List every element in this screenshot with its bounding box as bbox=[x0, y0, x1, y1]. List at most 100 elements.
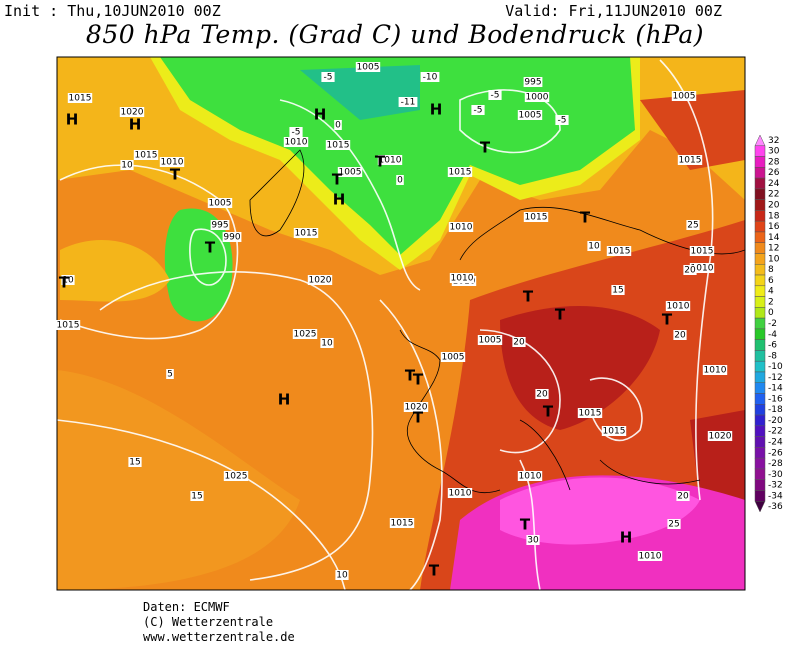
map-label: 1015 bbox=[525, 213, 548, 223]
map-label: 1010 bbox=[639, 552, 662, 562]
label-box bbox=[677, 155, 703, 165]
map-label: 1015 bbox=[69, 94, 92, 104]
map-label: T bbox=[543, 403, 554, 421]
colorbar-cell bbox=[754, 350, 766, 362]
colorbar-label: 26 bbox=[768, 168, 780, 178]
colorbar-cell bbox=[754, 468, 766, 480]
temperature-field bbox=[57, 57, 745, 590]
label-box bbox=[517, 110, 543, 120]
label-box bbox=[335, 570, 349, 580]
map-label: H bbox=[620, 529, 633, 547]
colorbar-cell bbox=[754, 296, 766, 308]
colorbar-label: -22 bbox=[768, 427, 783, 437]
label-box bbox=[512, 337, 526, 347]
label-box bbox=[377, 155, 403, 165]
map-label: 1025 bbox=[294, 330, 317, 340]
label-box bbox=[334, 120, 342, 130]
map-label: 10 bbox=[336, 571, 348, 581]
map-label: 1015 bbox=[691, 247, 714, 257]
map-label: 1005 bbox=[339, 168, 362, 178]
map-label: -5 bbox=[292, 128, 301, 138]
colorbar-cell bbox=[754, 490, 766, 502]
colorbar-label: -10 bbox=[768, 362, 783, 372]
map-label: 995 bbox=[211, 221, 228, 231]
label-box bbox=[523, 212, 549, 222]
label-box bbox=[702, 365, 728, 375]
label-box bbox=[707, 431, 733, 441]
colorbar-cell bbox=[754, 264, 766, 276]
map-label: T bbox=[413, 371, 424, 389]
colorbar-label: -34 bbox=[768, 491, 783, 501]
colorbar-cell bbox=[754, 339, 766, 351]
label-box bbox=[637, 551, 663, 561]
map-label: 1015 bbox=[608, 247, 631, 257]
label-box bbox=[683, 265, 697, 275]
colorbar-cell bbox=[754, 371, 766, 383]
map-label: H bbox=[430, 101, 443, 119]
map-label: 1010 bbox=[449, 489, 472, 499]
map-label: 25 bbox=[668, 520, 679, 530]
map-label: 1015 bbox=[449, 168, 472, 178]
map-label: 1005 bbox=[442, 353, 465, 363]
label-box bbox=[337, 167, 363, 177]
colorbar-label: -8 bbox=[768, 351, 777, 361]
map-label: T bbox=[332, 171, 343, 189]
label-box bbox=[686, 220, 700, 230]
label-box bbox=[403, 402, 429, 412]
map-label: 25 bbox=[687, 221, 698, 231]
copyright: (C) Wetterzentrale bbox=[143, 615, 274, 629]
website: www.wetterzentrale.de bbox=[143, 630, 295, 644]
label-box bbox=[120, 160, 134, 170]
label-box bbox=[601, 426, 627, 436]
colorbar-cell bbox=[754, 393, 766, 405]
colorbar-label: 22 bbox=[768, 190, 779, 200]
map-label: 1020 bbox=[309, 276, 332, 286]
label-box bbox=[355, 62, 381, 72]
map-title: 850 hPa Temp. (Grad C) und Bodendruck (h… bbox=[85, 20, 705, 49]
data-source: Daten: ECMWF bbox=[143, 600, 230, 614]
colorbar-label: 24 bbox=[768, 179, 780, 189]
label-box bbox=[689, 263, 715, 273]
map-label: 20 bbox=[513, 338, 525, 348]
label-box bbox=[325, 140, 351, 150]
label-box bbox=[524, 92, 550, 102]
colorbar-cell bbox=[754, 177, 766, 190]
colorbar-label: 0 bbox=[768, 308, 774, 318]
map-label: 1015 bbox=[295, 229, 318, 239]
colorbar-label: 8 bbox=[768, 265, 774, 275]
colorbar-label: -28 bbox=[768, 459, 783, 469]
map-label: 10 bbox=[588, 242, 600, 252]
map-label: T bbox=[520, 516, 531, 534]
map-label: 15 bbox=[129, 458, 140, 468]
colorbar-cell bbox=[754, 188, 766, 200]
map-label: T bbox=[405, 367, 416, 385]
label-box bbox=[447, 167, 473, 177]
map-label: 1010 bbox=[451, 274, 474, 284]
label-box bbox=[307, 275, 333, 285]
map-label: T bbox=[480, 139, 491, 157]
label-box bbox=[321, 72, 335, 82]
map-label: 1020 bbox=[709, 432, 732, 442]
map-label: 1010 bbox=[667, 302, 690, 312]
map-label: -5 bbox=[324, 73, 333, 83]
map-label: 30 bbox=[527, 536, 539, 546]
label-box bbox=[207, 198, 233, 208]
colorbar-label: -2 bbox=[768, 319, 777, 329]
colorbar-cell bbox=[754, 414, 766, 427]
label-box bbox=[389, 518, 415, 528]
init-time: Init : Thu,10JUN2010 00Z bbox=[4, 2, 221, 20]
map-label: H bbox=[66, 111, 79, 129]
colorbar: 32302826242220181614121086420-2-4-6-8-10… bbox=[754, 134, 783, 513]
map-label: 15 bbox=[191, 492, 202, 502]
label-box bbox=[128, 457, 142, 467]
label-box bbox=[671, 91, 697, 101]
map-label: 0 bbox=[335, 121, 341, 131]
colorbar-cell bbox=[754, 360, 766, 373]
map-label: H bbox=[278, 391, 291, 409]
map-label: T bbox=[523, 288, 534, 306]
map-label: 20 bbox=[677, 492, 689, 502]
colorbar-cell bbox=[754, 382, 766, 394]
colorbar-cell bbox=[754, 220, 766, 233]
